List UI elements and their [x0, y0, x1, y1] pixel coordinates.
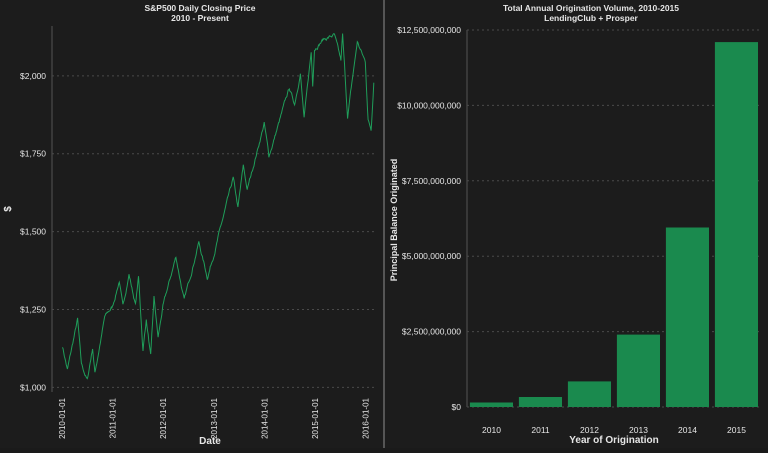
- sp500-x-tick-label: 2012-01-01: [159, 397, 168, 438]
- sp500-y-tick-label: $2,000: [20, 71, 46, 81]
- origination-bar-2013: [616, 334, 660, 407]
- origination-x-tick-label: 2014: [678, 425, 697, 435]
- sp500-x-tick-label: 2013-01-01: [210, 397, 219, 438]
- origination-chart-title: Total Annual Origination Volume, 2010-20…: [503, 3, 679, 13]
- sp500-x-tick-label: 2011-01-01: [109, 397, 118, 438]
- origination-bar-2012: [567, 381, 611, 407]
- origination-bar-chart: Total Annual Origination Volume, 2010-20…: [389, 3, 761, 446]
- origination-x-tick-label: 2011: [531, 425, 550, 435]
- sp500-chart-panel: S&P500 Daily Closing Price 2010 - Presen…: [0, 0, 384, 448]
- sp500-y-tick-label: $1,500: [20, 227, 46, 237]
- origination-chart-subtitle: LendingClub + Prosper: [544, 13, 638, 23]
- origination-y-tick-label: $7,500,000,000: [402, 176, 461, 186]
- origination-y-tick-label: $2,500,000,000: [402, 327, 461, 337]
- origination-y-tick-label: $5,000,000,000: [402, 251, 461, 261]
- origination-y-tick-label: $12,500,000,000: [397, 25, 461, 35]
- origination-y-tick-label: $10,000,000,000: [397, 100, 461, 110]
- origination-bar-2015: [714, 42, 758, 407]
- sp500-line-chart: S&P500 Daily Closing Price 2010 - Presen…: [3, 3, 375, 447]
- sp500-x-axis-label: Date: [199, 436, 221, 447]
- sp500-y-tick-label: $1,250: [20, 304, 46, 314]
- sp500-y-tick-label: $1,000: [20, 382, 46, 392]
- sp500-chart-subtitle: 2010 - Present: [171, 13, 229, 23]
- origination-x-tick-label: 2015: [727, 425, 746, 435]
- origination-x-tick-label: 2010: [482, 425, 501, 435]
- origination-y-axis-label: Principal Balance Originated: [389, 159, 399, 282]
- origination-bar-2014: [665, 227, 709, 407]
- origination-y-tick-label: $0: [452, 402, 462, 412]
- origination-bar-2010: [469, 402, 513, 407]
- sp500-x-tick-label: 2014-01-01: [260, 397, 269, 438]
- origination-x-axis-label: Year of Origination: [569, 435, 658, 446]
- sp500-price-line: [62, 33, 375, 380]
- origination-chart-panel: Total Annual Origination Volume, 2010-20…: [384, 0, 768, 448]
- origination-bar-2011: [518, 397, 562, 407]
- sp500-x-tick-label: 2015-01-01: [311, 397, 320, 438]
- sp500-chart-title: S&P500 Daily Closing Price: [144, 3, 255, 13]
- sp500-y-axis-label: $: [3, 206, 14, 212]
- sp500-y-tick-label: $1,750: [20, 149, 46, 159]
- origination-x-tick-label: 2013: [629, 425, 648, 435]
- sp500-x-tick-label: 2016-01-01: [361, 397, 370, 438]
- origination-x-tick-label: 2012: [580, 425, 599, 435]
- sp500-x-tick-label: 2010-01-01: [58, 397, 67, 438]
